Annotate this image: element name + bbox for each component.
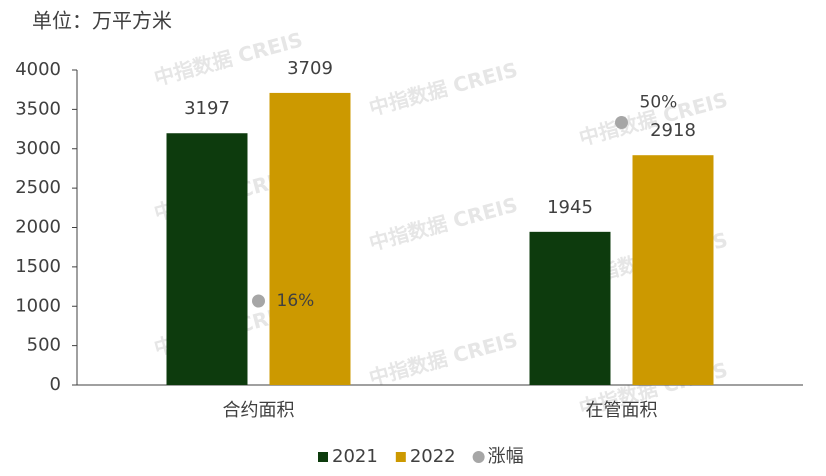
y-tick-label: 4000 [15, 59, 61, 80]
legend-label: 涨幅 [488, 446, 524, 467]
y-tick-label: 3000 [15, 138, 61, 159]
watermark: 中指数据 CREIS [367, 192, 521, 255]
legend-marker [318, 452, 328, 462]
legend-label: 2022 [410, 446, 456, 467]
legend-marker [395, 452, 406, 462]
point [615, 116, 628, 129]
y-tick-label: 2500 [15, 177, 61, 198]
data-label: 1945 [547, 197, 593, 218]
data-label: 2918 [650, 120, 696, 141]
data-label: 50% [640, 93, 678, 113]
x-tick-label: 在管面积 [586, 400, 658, 421]
watermark: 中指数据 CREIS [367, 327, 521, 390]
y-tick-label: 2000 [15, 217, 61, 238]
y-tick-label: 3500 [15, 98, 61, 119]
legend-marker [472, 451, 485, 463]
chart-title: 单位：万平方米 [32, 9, 172, 33]
y-tick-label: 500 [27, 335, 61, 356]
bar [166, 133, 248, 385]
legend-label: 2021 [332, 446, 378, 467]
data-label: 3197 [184, 98, 230, 119]
y-tick-label: 1500 [15, 256, 61, 277]
point [252, 294, 265, 308]
data-label: 3709 [287, 58, 333, 79]
x-tick-label: 合约面积 [223, 400, 295, 421]
bar [269, 92, 351, 385]
watermark: 中指数据 CREIS [367, 57, 521, 120]
bar [632, 155, 714, 385]
data-label: 16% [277, 291, 315, 311]
y-tick-label: 0 [50, 374, 61, 395]
bar [529, 231, 611, 385]
watermark: 中指数据 CREIS [152, 27, 306, 90]
y-tick-label: 1000 [15, 295, 61, 316]
